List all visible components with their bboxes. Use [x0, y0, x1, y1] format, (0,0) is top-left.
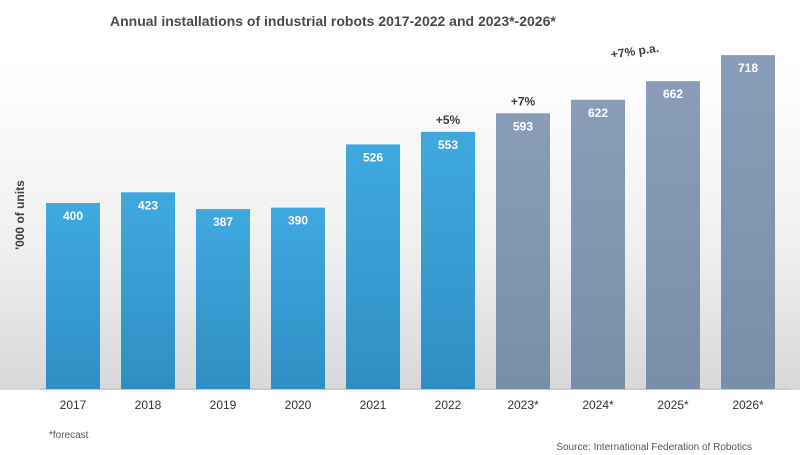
chart-title: Annual installations of industrial robot… [110, 13, 556, 29]
y-axis-label: '000 of units [13, 180, 27, 250]
value-label-2020: 390 [288, 214, 308, 228]
bar-2021 [346, 144, 400, 389]
value-label-2021: 526 [363, 150, 383, 164]
value-label-2026-forecast: 718 [738, 61, 758, 75]
bar-2024-forecast [571, 99, 625, 390]
value-label-2017: 400 [63, 209, 83, 223]
growth-annotation-1: +5% [436, 113, 461, 127]
x-tick-2022: 2022 [435, 398, 462, 412]
x-tick-2026-forecast: 2026* [732, 398, 764, 412]
value-label-2024-forecast: 622 [588, 106, 608, 120]
x-tick-2021: 2021 [360, 398, 387, 412]
x-tick-2024-forecast: 2024* [582, 398, 614, 412]
value-label-2025-forecast: 662 [663, 87, 683, 101]
bar-2020 [271, 207, 325, 389]
bar-2023-forecast [496, 113, 550, 389]
x-tick-2023-forecast: 2023* [507, 398, 539, 412]
annotations-layer: +5% +7% +7% p.a. [436, 41, 660, 127]
bar-2025-forecast [646, 81, 700, 390]
bar-2018 [121, 192, 175, 389]
bar-2022 [421, 131, 475, 390]
bar-2026-forecast [721, 55, 775, 389]
value-label-2019: 387 [213, 215, 233, 229]
growth-annotation-2: +7% [511, 94, 536, 108]
bar-2019 [196, 209, 250, 389]
source-credit: Source: International Federation of Robo… [556, 442, 752, 453]
x-tick-2018: 2018 [135, 398, 162, 412]
x-tick-2019: 2019 [210, 398, 237, 412]
footnote: *forecast [49, 430, 89, 441]
bars-layer: 400 2017 423 2018 387 2019 390 2020 526 2021 553 20… [46, 55, 775, 412]
growth-annotation-3: +7% p.a. [610, 41, 660, 62]
bar-2017 [46, 203, 100, 389]
value-label-2018: 423 [138, 198, 158, 212]
x-tick-2025-forecast: 2025* [657, 398, 689, 412]
value-label-2023-forecast: 593 [513, 119, 533, 133]
x-tick-2020: 2020 [285, 398, 312, 412]
x-tick-2017: 2017 [60, 398, 87, 412]
value-label-2022: 553 [438, 138, 458, 152]
